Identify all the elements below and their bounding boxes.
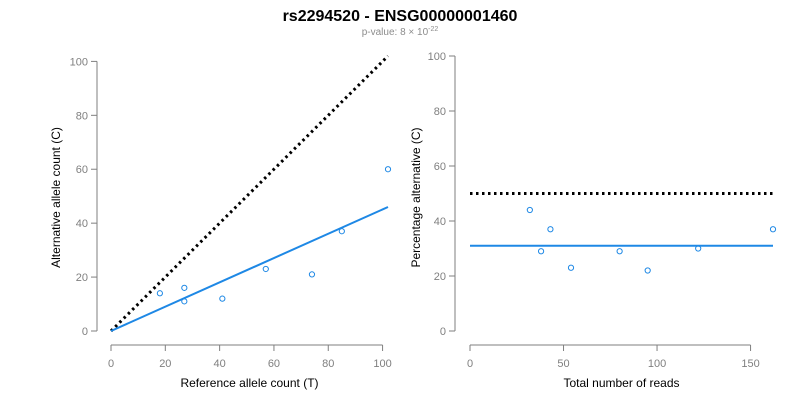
y-tick-label: 60 [76,164,88,176]
y-axis-title: Alternative allele count (C) [49,127,63,268]
y-tick-label: 20 [434,271,446,283]
x-tick-label: 20 [159,358,171,370]
x-tick-label: 50 [557,358,569,370]
chart-title: rs2294520 - ENSG00000001460 [283,8,518,25]
p-value-text: p-value: 8 × 10 [362,27,429,38]
x-tick-label: 100 [373,358,391,370]
p-value-exponent: -22 [428,26,438,33]
reference-line [109,54,390,333]
fit-line [110,206,389,332]
data-point [308,271,316,278]
y-tick-label: 80 [434,106,446,118]
y-axis-title: Percentage alternative (C) [409,127,423,267]
data-point [769,226,777,233]
data-point [219,295,226,302]
scatter-panel-percentage: 0 20 40 60 80 100 0 50 100 150 Total number of rea… [409,51,777,390]
data-point [156,290,163,297]
data-point [537,248,545,255]
x-axis-title: Total number of reads [563,376,679,390]
data-point [644,267,651,274]
data-point [262,265,269,273]
data-point [181,298,188,305]
data-point [181,284,188,291]
y-tick-label: 40 [434,216,446,228]
y-tick-label: 60 [434,161,446,173]
scatter-panel-allele-counts: 0 20 40 60 80 100 0 20 40 60 80 100 Reference allele… [49,54,392,390]
y-tick-label: 20 [76,272,88,284]
x-tick-label: 60 [268,358,280,370]
data-point [547,226,554,233]
y-tick-label: 100 [428,51,446,63]
y-tick-label: 40 [76,218,88,230]
x-tick-label: 80 [322,358,334,370]
data-point [526,206,533,214]
data-point [338,228,345,235]
y-tick-label: 100 [70,56,88,68]
y-tick-label: 0 [440,326,446,338]
x-tick-label: 0 [467,358,473,370]
p-value-subtitle: p-value: 8 × 10-22 [362,26,439,38]
data-point [384,166,392,173]
data-point [695,245,702,252]
x-axis-title: Reference allele count (T) [180,376,318,390]
y-tick-label: 80 [76,110,88,122]
x-tick-label: 100 [648,358,666,370]
x-tick-label: 0 [108,358,114,370]
data-point [616,248,623,255]
x-tick-label: 150 [741,358,759,370]
data-point [567,264,575,271]
y-tick-label: 0 [82,326,88,338]
x-tick-label: 40 [214,358,226,370]
